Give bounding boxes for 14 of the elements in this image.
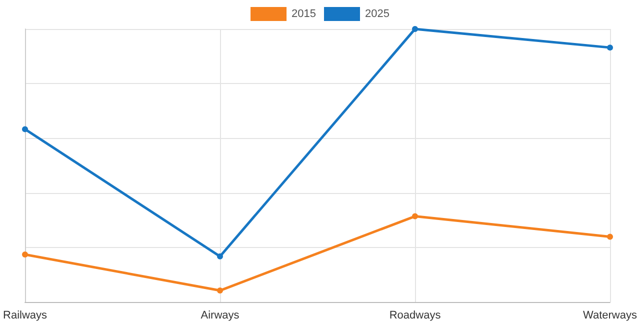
point bbox=[22, 126, 28, 132]
point bbox=[607, 234, 614, 240]
x-tick-label: Waterways bbox=[583, 310, 638, 322]
point bbox=[412, 213, 418, 220]
x-tick-label: Roadways bbox=[389, 310, 442, 322]
point bbox=[607, 44, 614, 51]
legend-label: 2015 bbox=[292, 8, 316, 20]
point bbox=[22, 252, 28, 258]
x-tick-label: Airways bbox=[200, 310, 240, 322]
x-tick-label: Railways bbox=[3, 310, 48, 322]
point bbox=[217, 253, 224, 260]
point bbox=[217, 288, 224, 294]
legend-label: 2025 bbox=[365, 8, 390, 20]
point bbox=[412, 26, 418, 32]
